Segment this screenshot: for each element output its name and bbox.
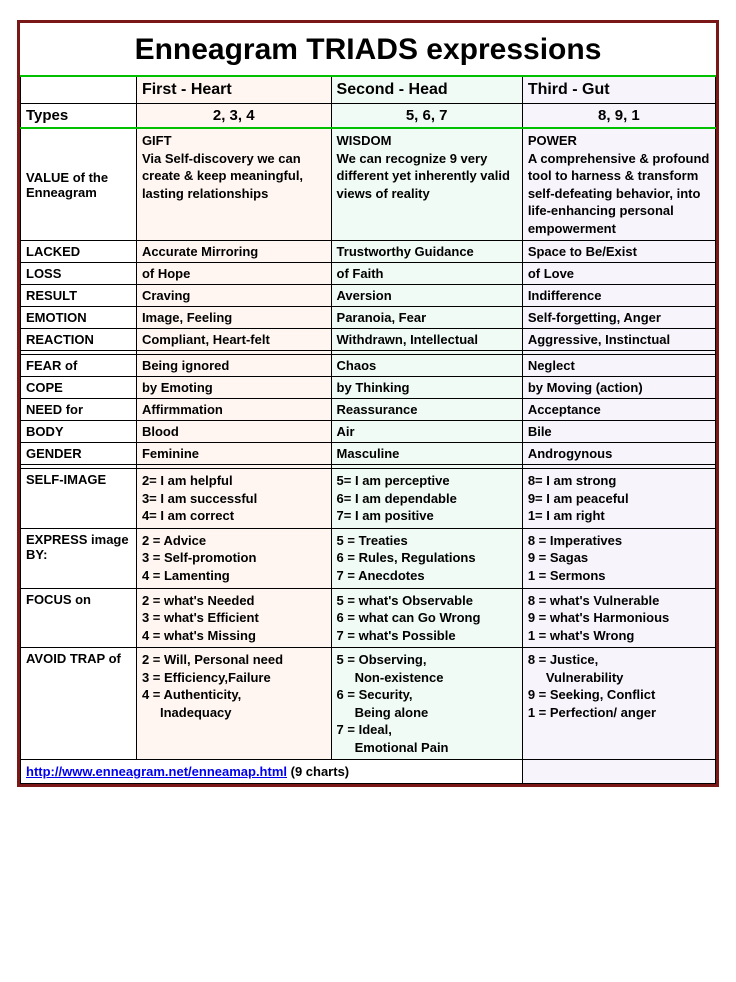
row-label: NEED for [21,399,137,421]
footer-row: http://www.enneagram.net/enneamap.html (… [21,760,716,784]
row-cell: Trustworthy Guidance [331,241,522,263]
footer-link[interactable]: http://www.enneagram.net/enneamap.html [26,764,287,779]
row-label: FEAR of [21,355,137,377]
row-cell: Paranoia, Fear [331,307,522,329]
table-row: EXPRESS image BY:2 = Advice3 = Self-prom… [21,528,716,588]
row-label: EXPRESS image BY: [21,528,137,588]
row-label: GENDER [21,443,137,465]
row-label: FOCUS on [21,588,137,648]
table-row: COPEby Emotingby Thinkingby Moving (acti… [21,377,716,399]
row-cell: by Thinking [331,377,522,399]
page-title: Enneagram TRIADS expressions [20,23,716,75]
row-cell: Aversion [331,285,522,307]
row-label: LOSS [21,263,137,285]
row-label: EMOTION [21,307,137,329]
row-cell: 2 = Will, Personal need3 = Efficiency,Fa… [136,648,331,760]
row-cell: 2= I am helpful3= I am successful4= I am… [136,469,331,529]
value-gut: POWERA comprehensive & profound tool to … [522,128,715,241]
table-row: SELF-IMAGE2= I am helpful3= I am success… [21,469,716,529]
types-gut: 8, 9, 1 [522,104,715,129]
table-row: BODYBloodAirBile [21,421,716,443]
row-cell: Neglect [522,355,715,377]
table-row: REACTIONCompliant, Heart-feltWithdrawn, … [21,329,716,351]
header-blank [21,76,137,104]
row-cell: 2 = Advice3 = Self-promotion4 = Lamentin… [136,528,331,588]
document-frame: Enneagram TRIADS expressions First - Hea… [17,20,719,787]
types-label: Types [21,104,137,129]
header-row: First - Heart Second - Head Third - Gut [21,76,716,104]
table-row: LOSSof Hopeof Faithof Love [21,263,716,285]
row-cell: Masculine [331,443,522,465]
row-cell: 2 = what's Needed3 = what's Efficient4 =… [136,588,331,648]
row-cell: 8 = Justice, Vulnerability9 = Seeking, C… [522,648,715,760]
row-cell: by Emoting [136,377,331,399]
header-head: Second - Head [331,76,522,104]
row-cell: Blood [136,421,331,443]
row-label: REACTION [21,329,137,351]
row-cell: Image, Feeling [136,307,331,329]
row-label: LACKED [21,241,137,263]
types-row: Types 2, 3, 4 5, 6, 7 8, 9, 1 [21,104,716,129]
value-heart: GIFTVia Self-discovery we can create & k… [136,128,331,241]
row-cell: Androgynous [522,443,715,465]
types-head: 5, 6, 7 [331,104,522,129]
table-row: LACKEDAccurate MirroringTrustworthy Guid… [21,241,716,263]
row-cell: Accurate Mirroring [136,241,331,263]
row-cell: Reassurance [331,399,522,421]
table-row: NEED forAffirmmationReassuranceAcceptanc… [21,399,716,421]
value-head: WISDOMWe can recognize 9 very different … [331,128,522,241]
row-cell: of Hope [136,263,331,285]
value-label: VALUE of the Enneagram [21,128,137,241]
row-label: RESULT [21,285,137,307]
row-cell: Feminine [136,443,331,465]
row-cell: 8= I am strong9= I am peaceful1= I am ri… [522,469,715,529]
row-cell: by Moving (action) [522,377,715,399]
row-label: BODY [21,421,137,443]
table-row: GENDERFeminineMasculineAndrogynous [21,443,716,465]
triads-table: First - Heart Second - Head Third - Gut … [20,75,716,784]
row-cell: Withdrawn, Intellectual [331,329,522,351]
table-row: FOCUS on2 = what's Needed3 = what's Effi… [21,588,716,648]
row-cell: Air [331,421,522,443]
row-label: SELF-IMAGE [21,469,137,529]
row-cell: Bile [522,421,715,443]
row-cell: 8 = Imperatives9 = Sagas1 = Sermons [522,528,715,588]
row-label: COPE [21,377,137,399]
table-row: AVOID TRAP of2 = Will, Personal need3 = … [21,648,716,760]
row-cell: Aggressive, Instinctual [522,329,715,351]
row-cell: of Faith [331,263,522,285]
row-cell: Being ignored [136,355,331,377]
row-cell: Compliant, Heart-felt [136,329,331,351]
row-cell: 5 = Treaties6 = Rules, Regulations7 = An… [331,528,522,588]
table-row: RESULTCravingAversionIndifference [21,285,716,307]
row-cell: 8 = what's Vulnerable9 = what's Harmonio… [522,588,715,648]
row-cell: of Love [522,263,715,285]
table-row: EMOTIONImage, FeelingParanoia, FearSelf-… [21,307,716,329]
row-cell: 5 = what's Observable6 = what can Go Wro… [331,588,522,648]
row-cell: 5 = Observing, Non-existence6 = Security… [331,648,522,760]
row-label: AVOID TRAP of [21,648,137,760]
row-cell: Chaos [331,355,522,377]
row-cell: Craving [136,285,331,307]
row-cell: 5= I am perceptive6= I am dependable7= I… [331,469,522,529]
footer-suffix: (9 charts) [287,764,349,779]
row-cell: Indifference [522,285,715,307]
row-cell: Self-forgetting, Anger [522,307,715,329]
footer-blank [522,760,715,784]
row-cell: Space to Be/Exist [522,241,715,263]
value-row: VALUE of the Enneagram GIFTVia Self-disc… [21,128,716,241]
header-heart: First - Heart [136,76,331,104]
table-row: FEAR ofBeing ignoredChaosNeglect [21,355,716,377]
header-gut: Third - Gut [522,76,715,104]
types-heart: 2, 3, 4 [136,104,331,129]
row-cell: Affirmmation [136,399,331,421]
row-cell: Acceptance [522,399,715,421]
